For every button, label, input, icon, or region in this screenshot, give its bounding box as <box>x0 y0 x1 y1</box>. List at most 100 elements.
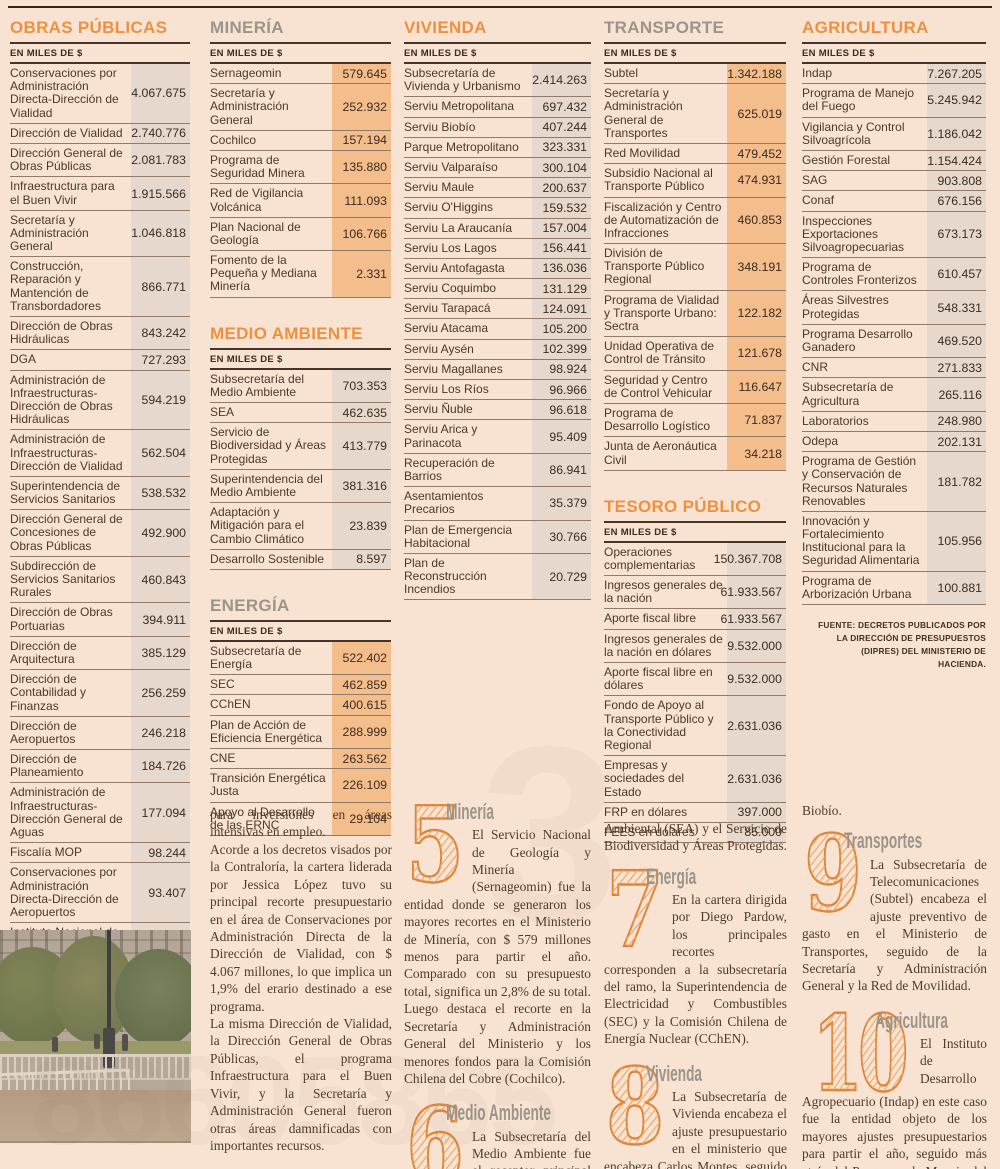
row-value: 248.980 <box>927 411 986 431</box>
row-label: Programa de Manejo del Fuego <box>802 86 915 114</box>
row-value: 106.766 <box>332 217 391 251</box>
row-value: 1.342.188 <box>727 64 786 84</box>
row-label: Ingresos generales de la nación en dólar… <box>604 631 723 659</box>
section-text: En la cartera dirigida por Diego Pardow,… <box>604 891 787 1047</box>
row-value: 413.779 <box>332 423 391 469</box>
row-label: Parque Metropolitano <box>404 139 519 154</box>
row-value: 156.441 <box>532 238 591 258</box>
table-row: Odepa 202.131 <box>802 431 986 453</box>
table-row: Plan Nacional de Geología 106.766 <box>210 217 391 252</box>
row-label: Indap <box>802 66 833 80</box>
table-row: Serviu Los Lagos 156.441 <box>404 238 591 259</box>
row-label: Serviu Atacama <box>404 321 489 336</box>
row-value: 522.402 <box>332 641 391 675</box>
table-row: Laboratorios 248.980 <box>802 411 986 432</box>
row-label: Subsecretaría del Medio Ambiente <box>210 371 305 399</box>
table-row: Sernageomin 579.645 <box>210 64 391 85</box>
row-value: 246.218 <box>131 716 190 750</box>
svg-text:9: 9 <box>804 831 862 913</box>
table-row: Fondo de Apoyo al Transporte Público y l… <box>604 696 786 757</box>
row-label: Serviu Antofagasta <box>404 260 505 275</box>
row-label: Serviu Magallanes <box>404 361 503 376</box>
svg-text:6: 6 <box>406 1103 464 1169</box>
row-value: 181.782 <box>927 452 986 511</box>
table-row: Serviu La Araucanía 157.004 <box>404 218 591 239</box>
table-row: Fiscalización y Centro de Automatización… <box>604 197 786 245</box>
row-value: 9.532.000 <box>727 629 786 662</box>
row-label: Serviu Metropolitana <box>404 99 515 114</box>
table-row: Ingresos generales de la nación 61.933.56… <box>604 576 786 610</box>
row-label: CChEN <box>210 697 251 712</box>
table-transporte: TRANSPORTE EN MILES DE $ Subtel 1.342.188 Se… <box>604 18 786 471</box>
row-label: Programa de Desarrollo Logístico <box>604 405 711 434</box>
row-label: Dirección General de Concesiones de Obra… <box>10 512 123 553</box>
table-unit-label: EN MILES DE $ <box>404 44 591 64</box>
table-title: VIVIENDA <box>404 18 591 44</box>
table-row: Aporte fiscal libre en dólares 9.532.000 <box>604 663 786 697</box>
row-label: Programa de Arborización Urbana <box>802 573 912 601</box>
row-value: 610.457 <box>927 258 986 291</box>
table-row: Serviu Metropolitana 697.432 <box>404 97 591 118</box>
row-label: Programa de Controles Fronterizos <box>802 260 917 288</box>
table-row: Subsecretaría de Energía 522.402 <box>210 641 391 676</box>
row-value: 98.244 <box>131 843 190 863</box>
table-row: CNR 271.833 <box>802 358 986 379</box>
table-row: Aporte fiscal libre 61.933.567 <box>604 609 786 630</box>
row-label: Subtel <box>604 66 639 80</box>
row-label: Operaciones complementarias <box>604 544 696 572</box>
table-row: Red de Vigilancia Volcánica 111.093 <box>210 184 391 218</box>
table-row: Subsecretaría del Medio Ambiente 703.353 <box>210 369 391 403</box>
row-value: 184.726 <box>131 750 190 783</box>
row-label: Seguridad y Centro de Control Vehicular <box>604 372 713 400</box>
section-title: Medio Ambiente <box>446 1100 551 1126</box>
row-value: 462.635 <box>332 403 391 423</box>
table-row: Asentamientos Precarios 35.379 <box>404 487 591 521</box>
table-title: TRANSPORTE <box>604 18 786 44</box>
section-text: El Servicio Nacional de Geología y Miner… <box>404 827 591 1086</box>
column-transporte-tesoro: TRANSPORTE EN MILES DE $ Subtel 1.342.188 Se… <box>604 18 786 844</box>
row-label: Serviu O'Higgins <box>404 200 493 215</box>
table-row: Programa de Arborización Urbana 100.881 <box>802 571 986 605</box>
table-row: Vigilancia y Control Silvoagrícola 1.186.… <box>802 117 986 151</box>
section-number-numeral: 7 <box>605 867 665 949</box>
row-value: 288.999 <box>332 715 391 748</box>
svg-text:7: 7 <box>606 867 664 949</box>
section-vivienda: 8 Vivienda La Subsecretaría de Vivienda en… <box>604 1062 787 1169</box>
table-row: CNE 263.562 <box>210 749 391 770</box>
table-unit-label: EN MILES DE $ <box>210 350 391 370</box>
row-value: 7.267.205 <box>927 64 986 84</box>
section-title: Minería <box>446 799 494 824</box>
row-value: 9.532.000 <box>727 663 786 696</box>
row-value: 85.000 <box>727 822 786 843</box>
row-value: 2.331 <box>332 251 391 297</box>
table-row: Dirección de Contabilidad y Finanzas 256.… <box>10 670 190 717</box>
row-value: 265.116 <box>927 378 986 411</box>
table-row: Programa de Vialidad y Transporte Urbano… <box>604 290 786 338</box>
row-label: Fomento de la Pequeña y Mediana Minería <box>210 253 317 294</box>
section-number-numeral: 10 <box>811 1011 912 1093</box>
table-row: Plan de Acción de Eficiencia Energética 2… <box>210 715 391 749</box>
article-paragraph: La misma Dirección de Vialidad, la Direc… <box>210 1016 392 1154</box>
lamppost <box>106 930 111 1067</box>
article-text-column: para inversiones en áreas intensivas en … <box>210 806 392 1154</box>
row-label: Plan Nacional de Geología <box>210 219 301 247</box>
table-row: Serviu Maule 200.637 <box>404 178 591 199</box>
row-value: 625.019 <box>727 84 786 143</box>
pedestrian <box>93 1034 100 1050</box>
row-label: FRP en dólares <box>604 804 688 819</box>
row-label: Subsecretaría de Energía <box>210 643 302 672</box>
table-row: Subsidio Nacional al Transporte Público 4… <box>604 164 786 198</box>
table-row: Fomento de la Pequeña y Mediana Minería 2… <box>210 251 391 298</box>
row-value: 2.081.783 <box>131 143 190 177</box>
row-label: Superintendencia de Servicios Sanitarios <box>10 478 121 507</box>
table-row: Secretaría y Administración General 1.046… <box>10 210 190 258</box>
row-value: 562.504 <box>131 430 190 476</box>
table-row: Plan de Reconstrucción Incendios 20.729 <box>404 553 591 601</box>
row-label: Serviu Los Ríos <box>404 382 489 396</box>
row-label: Programa de Vialidad y Transporte Urbano… <box>604 292 720 333</box>
row-label: Desarrollo Sostenible <box>210 551 325 566</box>
continuation-paragraph: Biobío. <box>802 803 842 818</box>
row-label: Recuperación de Barrios <box>404 455 495 483</box>
table-row: Programa de Manejo del Fuego 5.245.942 <box>802 84 986 118</box>
row-label: Dirección de Vialidad <box>10 125 123 140</box>
